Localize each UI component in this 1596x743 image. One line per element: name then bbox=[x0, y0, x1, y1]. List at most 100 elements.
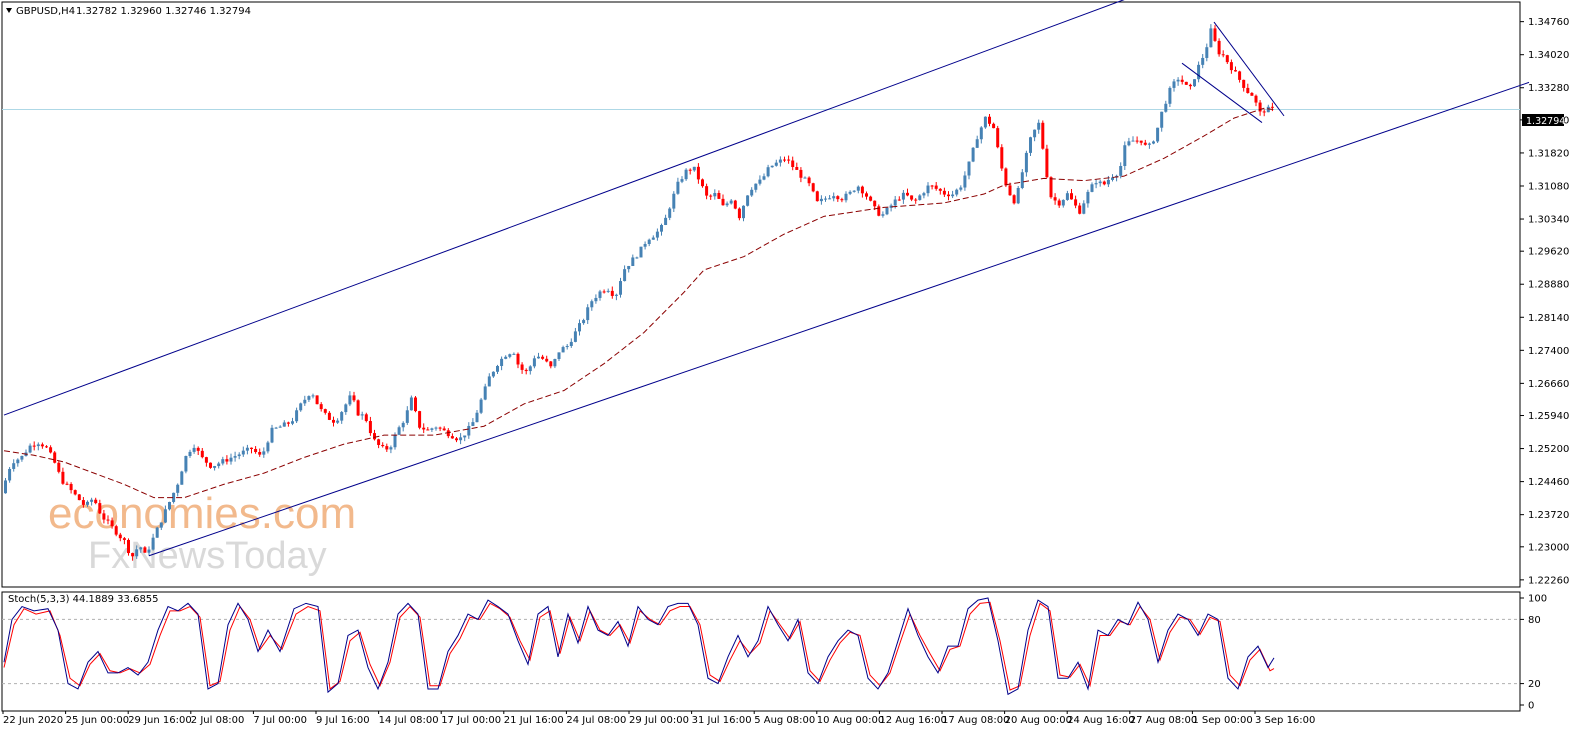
candle-body bbox=[914, 199, 918, 201]
candle-body bbox=[192, 447, 196, 452]
candle bbox=[1049, 176, 1053, 199]
candle bbox=[258, 448, 262, 457]
candle bbox=[737, 207, 741, 221]
stoch-level-label: 20 bbox=[1528, 679, 1541, 690]
candle bbox=[471, 418, 475, 427]
channel-upper-line[interactable] bbox=[3, 0, 1184, 416]
candle bbox=[918, 194, 922, 201]
oscillator-plot bbox=[2, 597, 1520, 696]
candle bbox=[12, 459, 16, 472]
candle-body bbox=[844, 193, 848, 201]
candle-body bbox=[1065, 193, 1069, 200]
candle bbox=[381, 442, 385, 448]
candle-body bbox=[414, 397, 417, 412]
candle-body bbox=[803, 177, 807, 179]
candle bbox=[557, 352, 561, 362]
time-tick-label: 10 Aug 00:00 bbox=[817, 715, 884, 726]
candle bbox=[1004, 167, 1008, 188]
candle bbox=[180, 470, 184, 485]
candle bbox=[1090, 182, 1094, 193]
wedge-lower-line[interactable] bbox=[1181, 62, 1263, 123]
candle-body bbox=[1029, 137, 1032, 153]
candle bbox=[1184, 81, 1188, 85]
candle bbox=[815, 190, 819, 202]
candle-body bbox=[1016, 187, 1020, 204]
candle bbox=[118, 532, 122, 542]
stochastic-label: Stoch(5,3,3) 44.1889 33.6855 bbox=[8, 594, 159, 605]
candle bbox=[1086, 189, 1090, 208]
candle-body bbox=[1090, 184, 1094, 192]
candle bbox=[1254, 94, 1258, 107]
candle bbox=[1152, 140, 1155, 145]
candle-body bbox=[90, 499, 94, 502]
candle-body bbox=[1270, 106, 1274, 108]
candle-body bbox=[487, 376, 491, 387]
candle bbox=[184, 455, 188, 474]
candle bbox=[1193, 79, 1196, 87]
candle-body bbox=[1168, 87, 1172, 104]
symbol-dropdown-icon[interactable] bbox=[6, 8, 12, 13]
channel-lower-line[interactable] bbox=[148, 81, 1530, 557]
candle-body bbox=[1053, 197, 1057, 201]
time-tick-label: 27 Aug 08:00 bbox=[1130, 715, 1197, 726]
time-tick-label: 20 Aug 00:00 bbox=[1005, 715, 1072, 726]
candle bbox=[1242, 79, 1246, 92]
candle bbox=[45, 445, 48, 449]
candle-body bbox=[807, 177, 811, 184]
candle-body bbox=[57, 462, 61, 472]
candle-body bbox=[967, 161, 971, 176]
candle bbox=[840, 197, 844, 203]
candle-body bbox=[409, 397, 413, 411]
candle bbox=[1209, 24, 1213, 48]
candle bbox=[1139, 140, 1143, 146]
candle bbox=[127, 538, 130, 556]
candle bbox=[848, 190, 852, 196]
candle-body bbox=[377, 439, 381, 445]
candle bbox=[910, 195, 914, 202]
candle-body bbox=[655, 231, 659, 238]
candle bbox=[721, 194, 725, 206]
candle-body bbox=[200, 450, 204, 458]
candle-body bbox=[450, 436, 454, 439]
candle-body bbox=[332, 419, 335, 423]
candle bbox=[799, 167, 803, 183]
wedge-upper-line[interactable] bbox=[1213, 21, 1285, 117]
candle-body bbox=[53, 452, 57, 463]
candle bbox=[922, 191, 926, 199]
candle bbox=[455, 437, 458, 443]
candle bbox=[1041, 120, 1045, 150]
time-tick-label: 5 Aug 08:00 bbox=[754, 715, 815, 726]
candle bbox=[69, 482, 73, 494]
candle-body bbox=[631, 257, 635, 266]
candle bbox=[778, 156, 782, 167]
candle bbox=[819, 195, 823, 205]
time-tick-label: 22 Jun 2020 bbox=[3, 715, 63, 726]
candle bbox=[266, 440, 270, 454]
candle bbox=[508, 353, 512, 359]
candle-body bbox=[286, 422, 290, 424]
candle bbox=[106, 515, 110, 525]
candle-body bbox=[852, 190, 856, 192]
candle bbox=[373, 429, 376, 441]
candle bbox=[262, 447, 266, 458]
candle bbox=[754, 183, 758, 193]
candle-body bbox=[934, 185, 938, 189]
candle-body bbox=[709, 195, 713, 197]
price-tick-label: 1.27400 bbox=[1528, 346, 1569, 357]
candle bbox=[606, 288, 610, 293]
candle-body bbox=[373, 433, 376, 440]
candle-body bbox=[1197, 64, 1201, 80]
candle bbox=[951, 190, 955, 199]
candle-body bbox=[553, 358, 557, 367]
candle-body bbox=[274, 427, 278, 429]
candle bbox=[524, 368, 528, 375]
candle-body bbox=[381, 444, 385, 447]
candle-body bbox=[815, 191, 819, 202]
candle-body bbox=[717, 193, 721, 199]
candle-body bbox=[1070, 193, 1073, 200]
candle bbox=[988, 113, 991, 127]
candle bbox=[1131, 136, 1135, 142]
candle bbox=[889, 203, 893, 212]
candle-body bbox=[1143, 142, 1147, 145]
